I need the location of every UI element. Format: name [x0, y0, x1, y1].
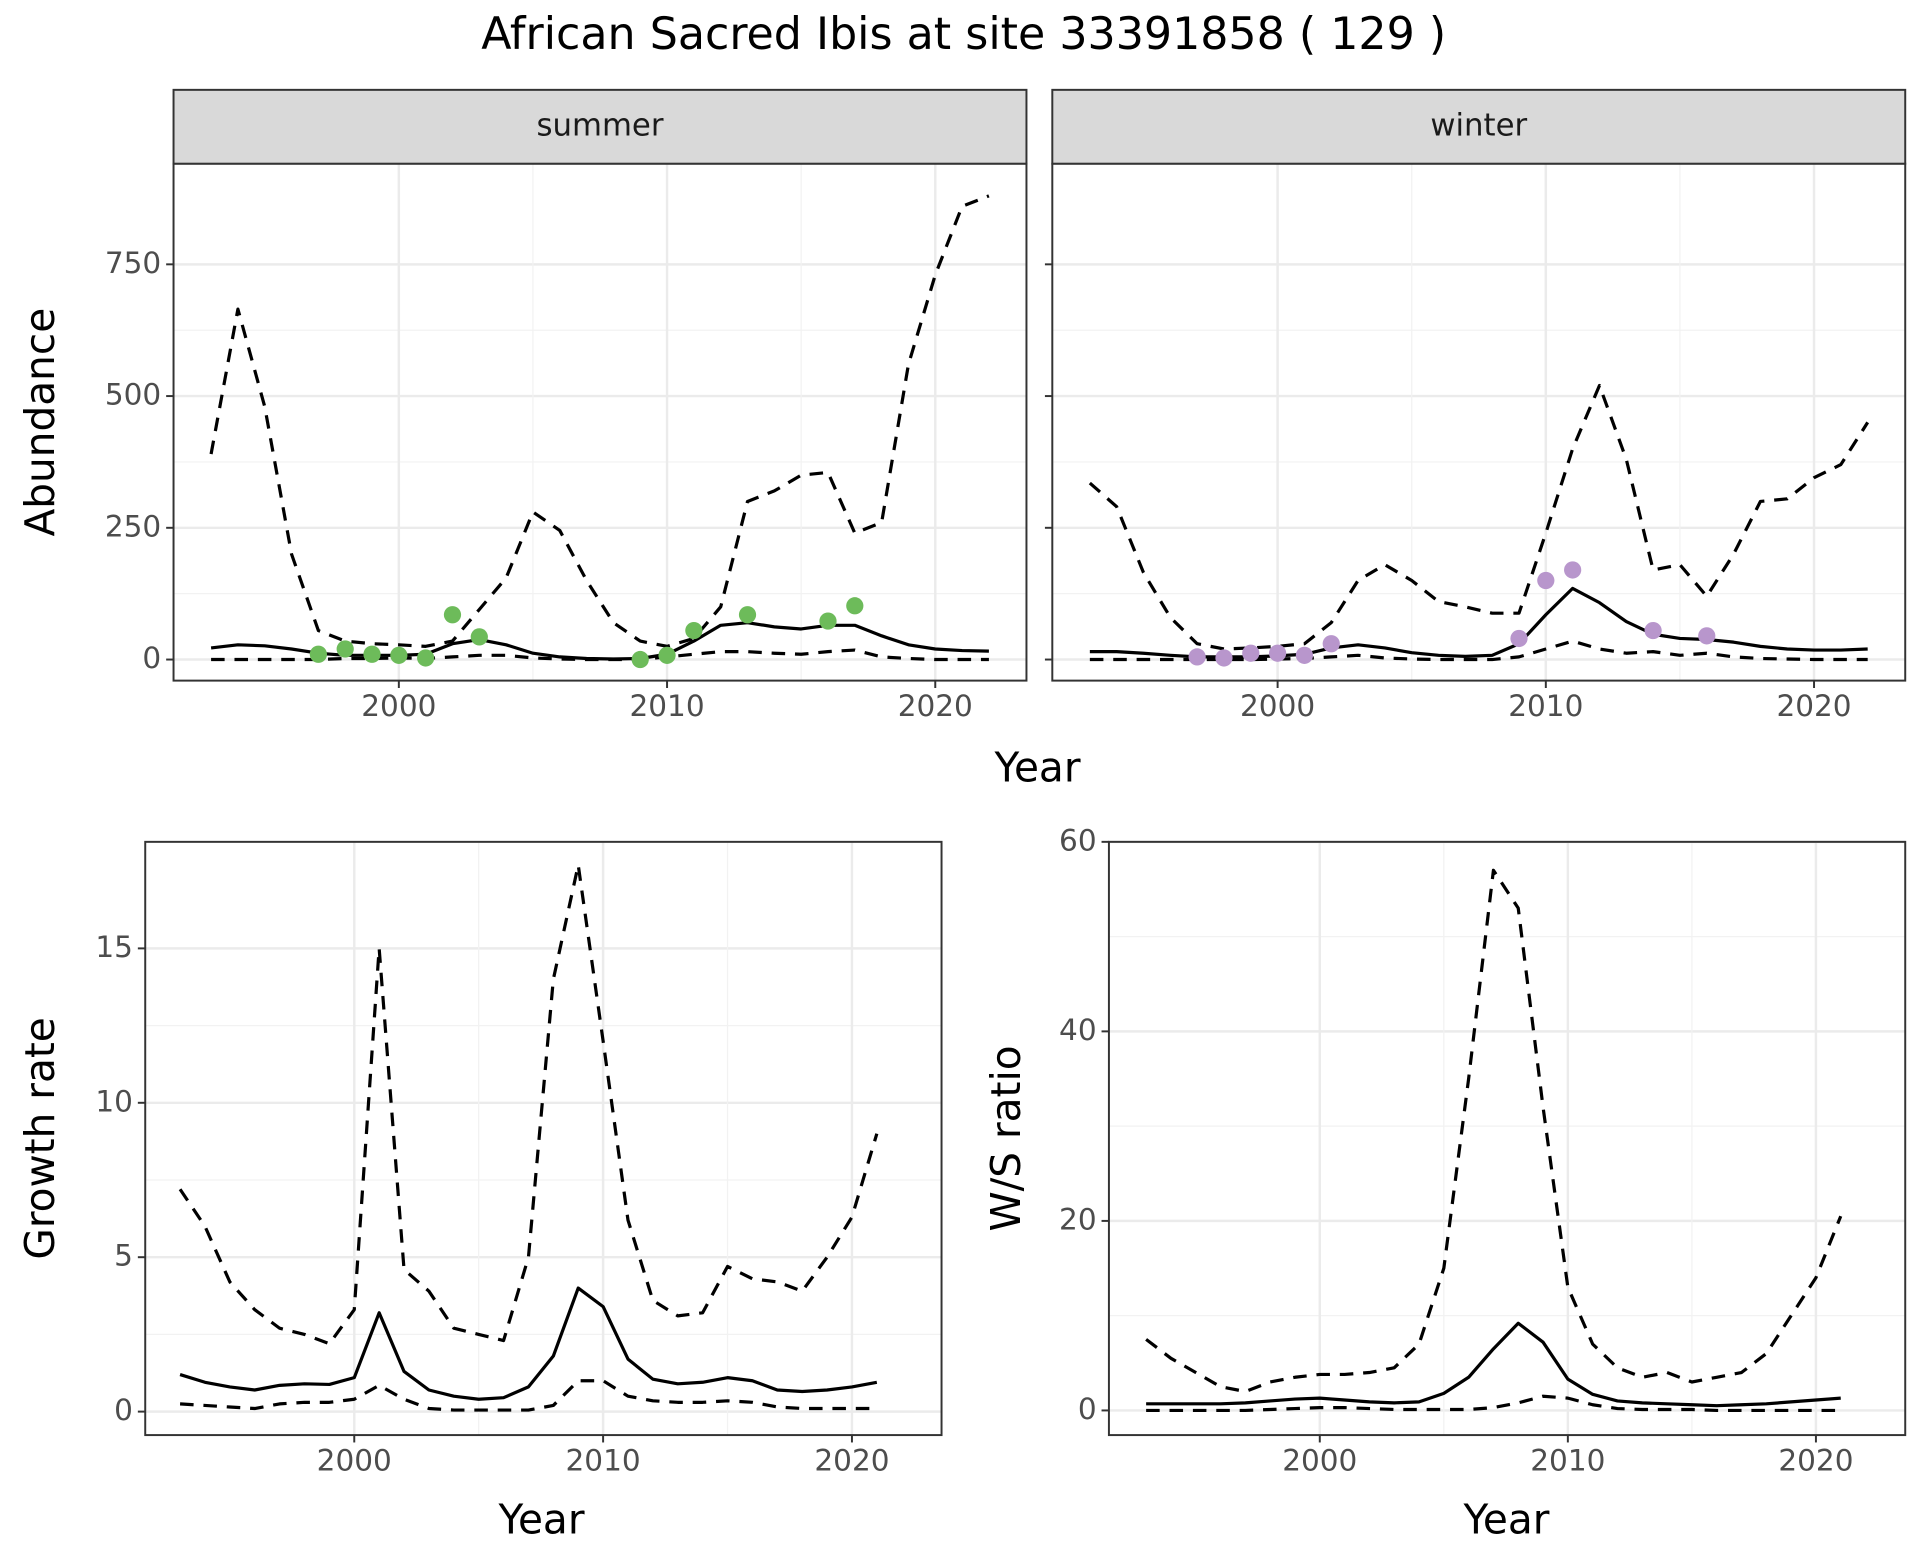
y-tick-label: 750	[105, 246, 161, 280]
data-point	[1295, 646, 1314, 664]
data-point	[819, 612, 837, 630]
x-tick-label: 2010	[566, 1444, 641, 1478]
solid-line	[1146, 1321, 1841, 1408]
x-tick-label: 2000	[1240, 689, 1315, 723]
data-point	[309, 645, 327, 663]
x-tick-label: 2010	[1530, 1444, 1605, 1478]
y-tick-label: 0	[114, 1393, 133, 1427]
strip-background	[1051, 88, 1907, 165]
x-tick-label: 2000	[1282, 1444, 1357, 1478]
x-axis-title: Year	[1462, 1495, 1549, 1543]
dashed-line	[179, 1379, 877, 1412]
y-axis-title: Abundance	[16, 308, 64, 537]
dashed-line	[211, 648, 989, 662]
x-tick-label: 2010	[1508, 689, 1583, 723]
data-point	[685, 621, 703, 640]
y-tick-label: 250	[105, 509, 161, 543]
y-tick-label: 40	[1059, 1013, 1097, 1047]
strip-background	[172, 88, 1028, 165]
data-point	[1322, 635, 1340, 653]
data-point	[1188, 648, 1206, 666]
y-axis-title: W/S ratio	[982, 1045, 1030, 1231]
y-tick-label: 20	[1059, 1202, 1097, 1236]
data-point	[1698, 627, 1716, 645]
data-point	[443, 606, 462, 624]
strip-label: winter	[1430, 107, 1527, 143]
data-point	[738, 606, 757, 624]
data-point	[1644, 621, 1662, 640]
data-point	[336, 640, 354, 658]
data-point	[658, 646, 676, 664]
x-tick-label: 2020	[814, 1444, 889, 1478]
y-tick-label: 10	[95, 1084, 133, 1118]
y-tick-label: 15	[95, 930, 133, 964]
y-tick-label: 5	[114, 1239, 133, 1273]
x-tick-label: 2020	[1778, 1444, 1853, 1478]
data-point	[1537, 571, 1555, 590]
x-tick-label: 2020	[898, 689, 973, 723]
y-tick-label: 0	[1078, 1392, 1097, 1426]
x-tick-label: 2000	[361, 689, 436, 723]
data-point	[1564, 561, 1582, 579]
data-point	[1242, 644, 1260, 662]
data-point	[1510, 629, 1528, 648]
x-axis-title: Year	[498, 1495, 585, 1543]
data-point	[390, 646, 408, 664]
x-tick-label: 2000	[317, 1444, 392, 1478]
panel-border	[1107, 840, 1907, 1437]
y-axis-title: Growth rate	[16, 1017, 64, 1259]
y-tick-label: 0	[142, 641, 161, 675]
x-axis-title: Year	[994, 743, 1081, 791]
data-point	[631, 650, 649, 669]
figure-title: African Sacred Ibis at site 33391858 ( 1…	[481, 9, 1446, 60]
data-point	[417, 649, 435, 667]
data-point	[1215, 649, 1233, 667]
dashed-line	[1145, 868, 1843, 1394]
dashed-line	[1088, 383, 1870, 651]
dashed-line	[209, 194, 990, 648]
dashed-line	[178, 863, 879, 1346]
data-point	[846, 597, 864, 615]
strip-label: summer	[537, 107, 664, 143]
x-tick-label: 2010	[629, 689, 704, 723]
data-point	[363, 645, 381, 663]
x-tick-label: 2020	[1776, 689, 1851, 723]
data-point	[1268, 644, 1287, 662]
y-tick-label: 500	[105, 378, 161, 412]
data-point	[470, 628, 488, 646]
solid-line	[179, 1286, 878, 1401]
y-tick-label: 60	[1059, 823, 1097, 857]
panel-border	[144, 840, 943, 1437]
